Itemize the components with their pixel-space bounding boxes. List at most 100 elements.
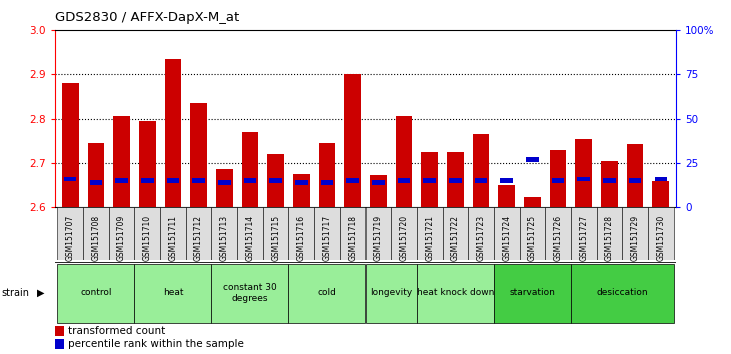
Text: control: control xyxy=(80,289,112,297)
Text: GSM151723: GSM151723 xyxy=(477,215,485,261)
Bar xyxy=(295,180,308,184)
Bar xyxy=(55,326,64,336)
Bar xyxy=(160,207,186,260)
Text: GDS2830 / AFFX-DapX-M_at: GDS2830 / AFFX-DapX-M_at xyxy=(55,11,239,24)
Bar xyxy=(468,207,494,260)
Bar xyxy=(417,207,442,260)
Text: GSM151710: GSM151710 xyxy=(143,215,152,261)
Bar xyxy=(270,178,282,183)
Bar xyxy=(216,170,232,207)
Bar xyxy=(135,207,160,260)
Bar xyxy=(242,132,258,207)
Bar xyxy=(398,178,410,183)
Text: GSM151714: GSM151714 xyxy=(246,215,254,261)
Text: GSM151716: GSM151716 xyxy=(297,215,306,261)
Bar xyxy=(596,207,622,260)
Bar xyxy=(263,207,289,260)
Bar xyxy=(293,174,310,207)
Bar xyxy=(395,116,412,207)
Text: desiccation: desiccation xyxy=(596,289,648,297)
Bar xyxy=(135,264,211,323)
Bar xyxy=(289,264,366,323)
Text: GSM151719: GSM151719 xyxy=(374,215,383,261)
Bar xyxy=(629,178,641,183)
Bar xyxy=(473,134,489,207)
Text: GSM151717: GSM151717 xyxy=(322,215,331,261)
Bar xyxy=(622,207,648,260)
Bar xyxy=(164,59,181,207)
Bar xyxy=(58,207,83,260)
Bar xyxy=(520,207,545,260)
Text: GSM151715: GSM151715 xyxy=(271,215,280,261)
Text: heat knock down: heat knock down xyxy=(417,289,494,297)
Bar xyxy=(83,207,109,260)
Text: percentile rank within the sample: percentile rank within the sample xyxy=(69,339,244,349)
Bar xyxy=(577,177,590,181)
Bar xyxy=(423,178,436,183)
Bar xyxy=(524,198,541,207)
Bar xyxy=(88,143,105,207)
Text: GSM151722: GSM151722 xyxy=(451,215,460,261)
Bar xyxy=(447,152,463,207)
Bar xyxy=(186,207,211,260)
Bar xyxy=(218,180,230,184)
Text: GSM151718: GSM151718 xyxy=(348,215,357,261)
Text: ▶: ▶ xyxy=(37,288,44,298)
Bar xyxy=(449,178,461,183)
Bar xyxy=(237,207,263,260)
Text: GSM151720: GSM151720 xyxy=(400,215,409,261)
Bar xyxy=(344,74,361,207)
Bar xyxy=(648,207,673,260)
Bar xyxy=(421,152,438,207)
Text: GSM151725: GSM151725 xyxy=(528,215,537,261)
Bar xyxy=(192,178,205,183)
Bar xyxy=(571,207,596,260)
Bar xyxy=(653,182,669,207)
Bar xyxy=(139,121,156,207)
Bar xyxy=(366,207,391,260)
Bar xyxy=(113,116,130,207)
Text: GSM151730: GSM151730 xyxy=(656,215,665,261)
Bar xyxy=(494,207,520,260)
Bar xyxy=(167,178,179,183)
Text: starvation: starvation xyxy=(510,289,556,297)
Bar xyxy=(366,264,417,323)
Bar xyxy=(417,264,494,323)
Bar xyxy=(526,157,539,161)
Bar xyxy=(370,175,387,207)
Bar xyxy=(211,207,237,260)
Bar xyxy=(62,83,78,207)
Text: constant 30
degrees: constant 30 degrees xyxy=(223,283,277,303)
Text: longevity: longevity xyxy=(370,289,412,297)
Bar xyxy=(391,207,417,260)
Bar xyxy=(571,264,673,323)
Text: heat: heat xyxy=(163,289,183,297)
Text: GSM151713: GSM151713 xyxy=(220,215,229,261)
Bar xyxy=(321,180,333,184)
Bar xyxy=(115,178,128,183)
Bar xyxy=(346,178,359,183)
Text: GSM151711: GSM151711 xyxy=(168,215,178,261)
Bar xyxy=(372,180,385,184)
Bar xyxy=(501,178,513,183)
Text: GSM151729: GSM151729 xyxy=(631,215,640,261)
Text: GSM151726: GSM151726 xyxy=(553,215,563,261)
Bar xyxy=(314,207,340,260)
Bar xyxy=(90,180,102,184)
Text: transformed count: transformed count xyxy=(69,326,166,336)
Bar xyxy=(58,264,135,323)
Bar xyxy=(601,161,618,207)
Text: GSM151712: GSM151712 xyxy=(194,215,203,261)
Text: GSM151707: GSM151707 xyxy=(66,215,75,261)
Bar xyxy=(319,143,336,207)
Bar xyxy=(494,264,571,323)
Bar xyxy=(64,177,77,181)
Bar xyxy=(654,177,667,181)
Text: GSM151721: GSM151721 xyxy=(425,215,434,261)
Text: GSM151728: GSM151728 xyxy=(605,215,614,261)
Bar xyxy=(550,150,567,207)
Bar xyxy=(575,138,592,207)
Bar xyxy=(55,339,64,349)
Bar xyxy=(545,207,571,260)
Bar xyxy=(474,178,488,183)
